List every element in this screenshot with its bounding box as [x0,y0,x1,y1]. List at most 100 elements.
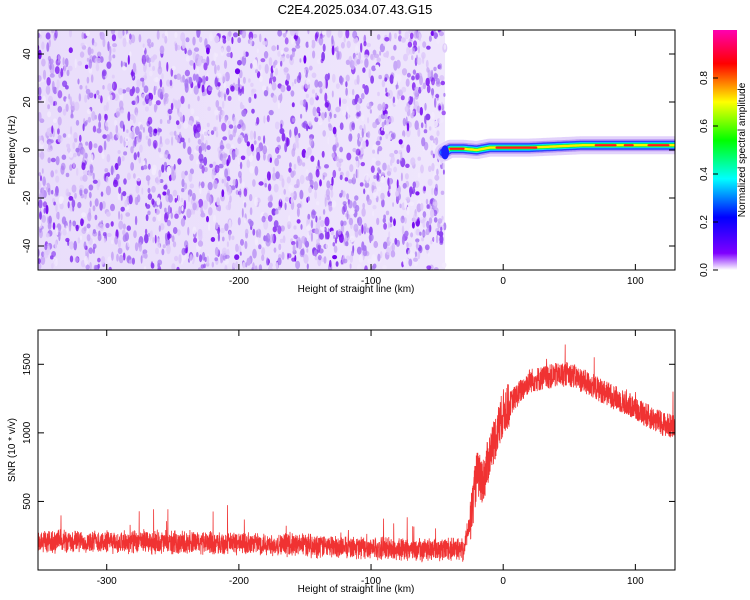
noise-blob [404,31,409,40]
noise-blob [167,231,171,241]
noise-blob [306,263,309,270]
noise-blob [147,42,151,47]
noise-blob [46,77,51,86]
noise-blob [60,162,66,171]
noise-blob [54,240,57,249]
noise-blob [203,131,208,136]
noise-blob [152,54,158,60]
noise-blob [425,113,431,121]
noise-blob [280,50,284,55]
noise-blob [226,45,231,53]
noise-blob [306,78,311,85]
noise-blob [193,62,196,70]
colorbar: 0.0 0.2 0.4 0.6 0.8 Normalized spectral ampl… [699,30,748,277]
noise-blob [93,41,98,47]
noise-blob [358,254,364,263]
noise-blob [147,187,151,194]
noise-blob [250,63,253,69]
noise-blob [172,189,178,197]
noise-blob [291,241,296,246]
noise-blob [144,228,148,235]
noise-blob [138,156,141,164]
noise-blob [166,79,171,87]
noise-blob [431,77,435,86]
noise-blob [215,130,219,138]
noise-blob [153,77,159,83]
noise-blob [421,231,427,237]
noise-blob [372,149,376,154]
noise-blob [55,227,59,236]
noise-blob [96,57,101,64]
noise-blob [263,219,269,230]
noise-blob [57,134,62,140]
noise-blob [143,64,147,73]
noise-blob [138,131,142,140]
noise-blob [286,137,289,147]
noise-blob [180,217,186,227]
noise-blob [337,229,342,236]
noise-blob [390,250,396,258]
noise-blob [166,244,171,255]
noise-blob [352,88,355,96]
noise-blob [315,168,320,178]
noise-blob [263,152,266,161]
noise-blob [396,84,399,89]
noise-blob [101,201,106,209]
noise-blob [211,60,216,66]
noise-blob [421,237,425,242]
noise-blob [62,57,65,66]
noise-blob [84,255,88,266]
noise-blob [67,133,71,138]
noise-blob [110,30,116,35]
noise-blob [189,153,194,161]
noise-blob [158,225,161,232]
noise-blob [187,226,190,236]
noise-blob [422,219,426,228]
noise-blob [275,146,280,154]
noise-blob [369,109,372,114]
noise-blob [54,30,58,39]
noise-blob [296,219,301,224]
noise-blob [389,236,393,242]
noise-blob [249,130,254,140]
noise-blob [201,165,205,174]
noise-blob [396,179,399,189]
noise-blob [86,108,91,115]
noise-blob [92,179,98,184]
noise-blob [272,94,278,103]
noise-blob [393,149,399,155]
noise-blob [110,203,115,212]
noise-blob [90,154,94,163]
noise-blob [286,73,291,82]
noise-blob [80,42,85,47]
noise-blob [414,86,419,91]
noise-blob [106,136,111,142]
noise-blob [274,157,280,167]
noise-blob [232,179,237,186]
noise-blob [294,78,297,85]
noise-blob [221,156,227,166]
noise-blob [51,125,54,135]
noise-blob [346,105,349,113]
noise-blob [357,133,361,139]
noise-blob [380,172,386,177]
noise-blob [177,193,181,203]
noise-blob [70,126,73,135]
noise-blob [113,179,118,188]
noise-blob [266,171,271,181]
noise-blob [422,82,427,90]
noise-blob [280,93,283,102]
noise-blob [53,100,58,106]
noise-blob [54,66,60,75]
noise-blob [425,198,429,205]
noise-blob [118,186,122,194]
noise-blob [396,59,401,69]
snr-xtick-label: -300 [97,576,117,587]
noise-blob [291,47,297,52]
noise-blob [174,255,179,262]
noise-blob [69,255,74,263]
noise-blob [415,72,420,80]
noise-blob [54,192,59,197]
noise-blob [409,188,412,198]
